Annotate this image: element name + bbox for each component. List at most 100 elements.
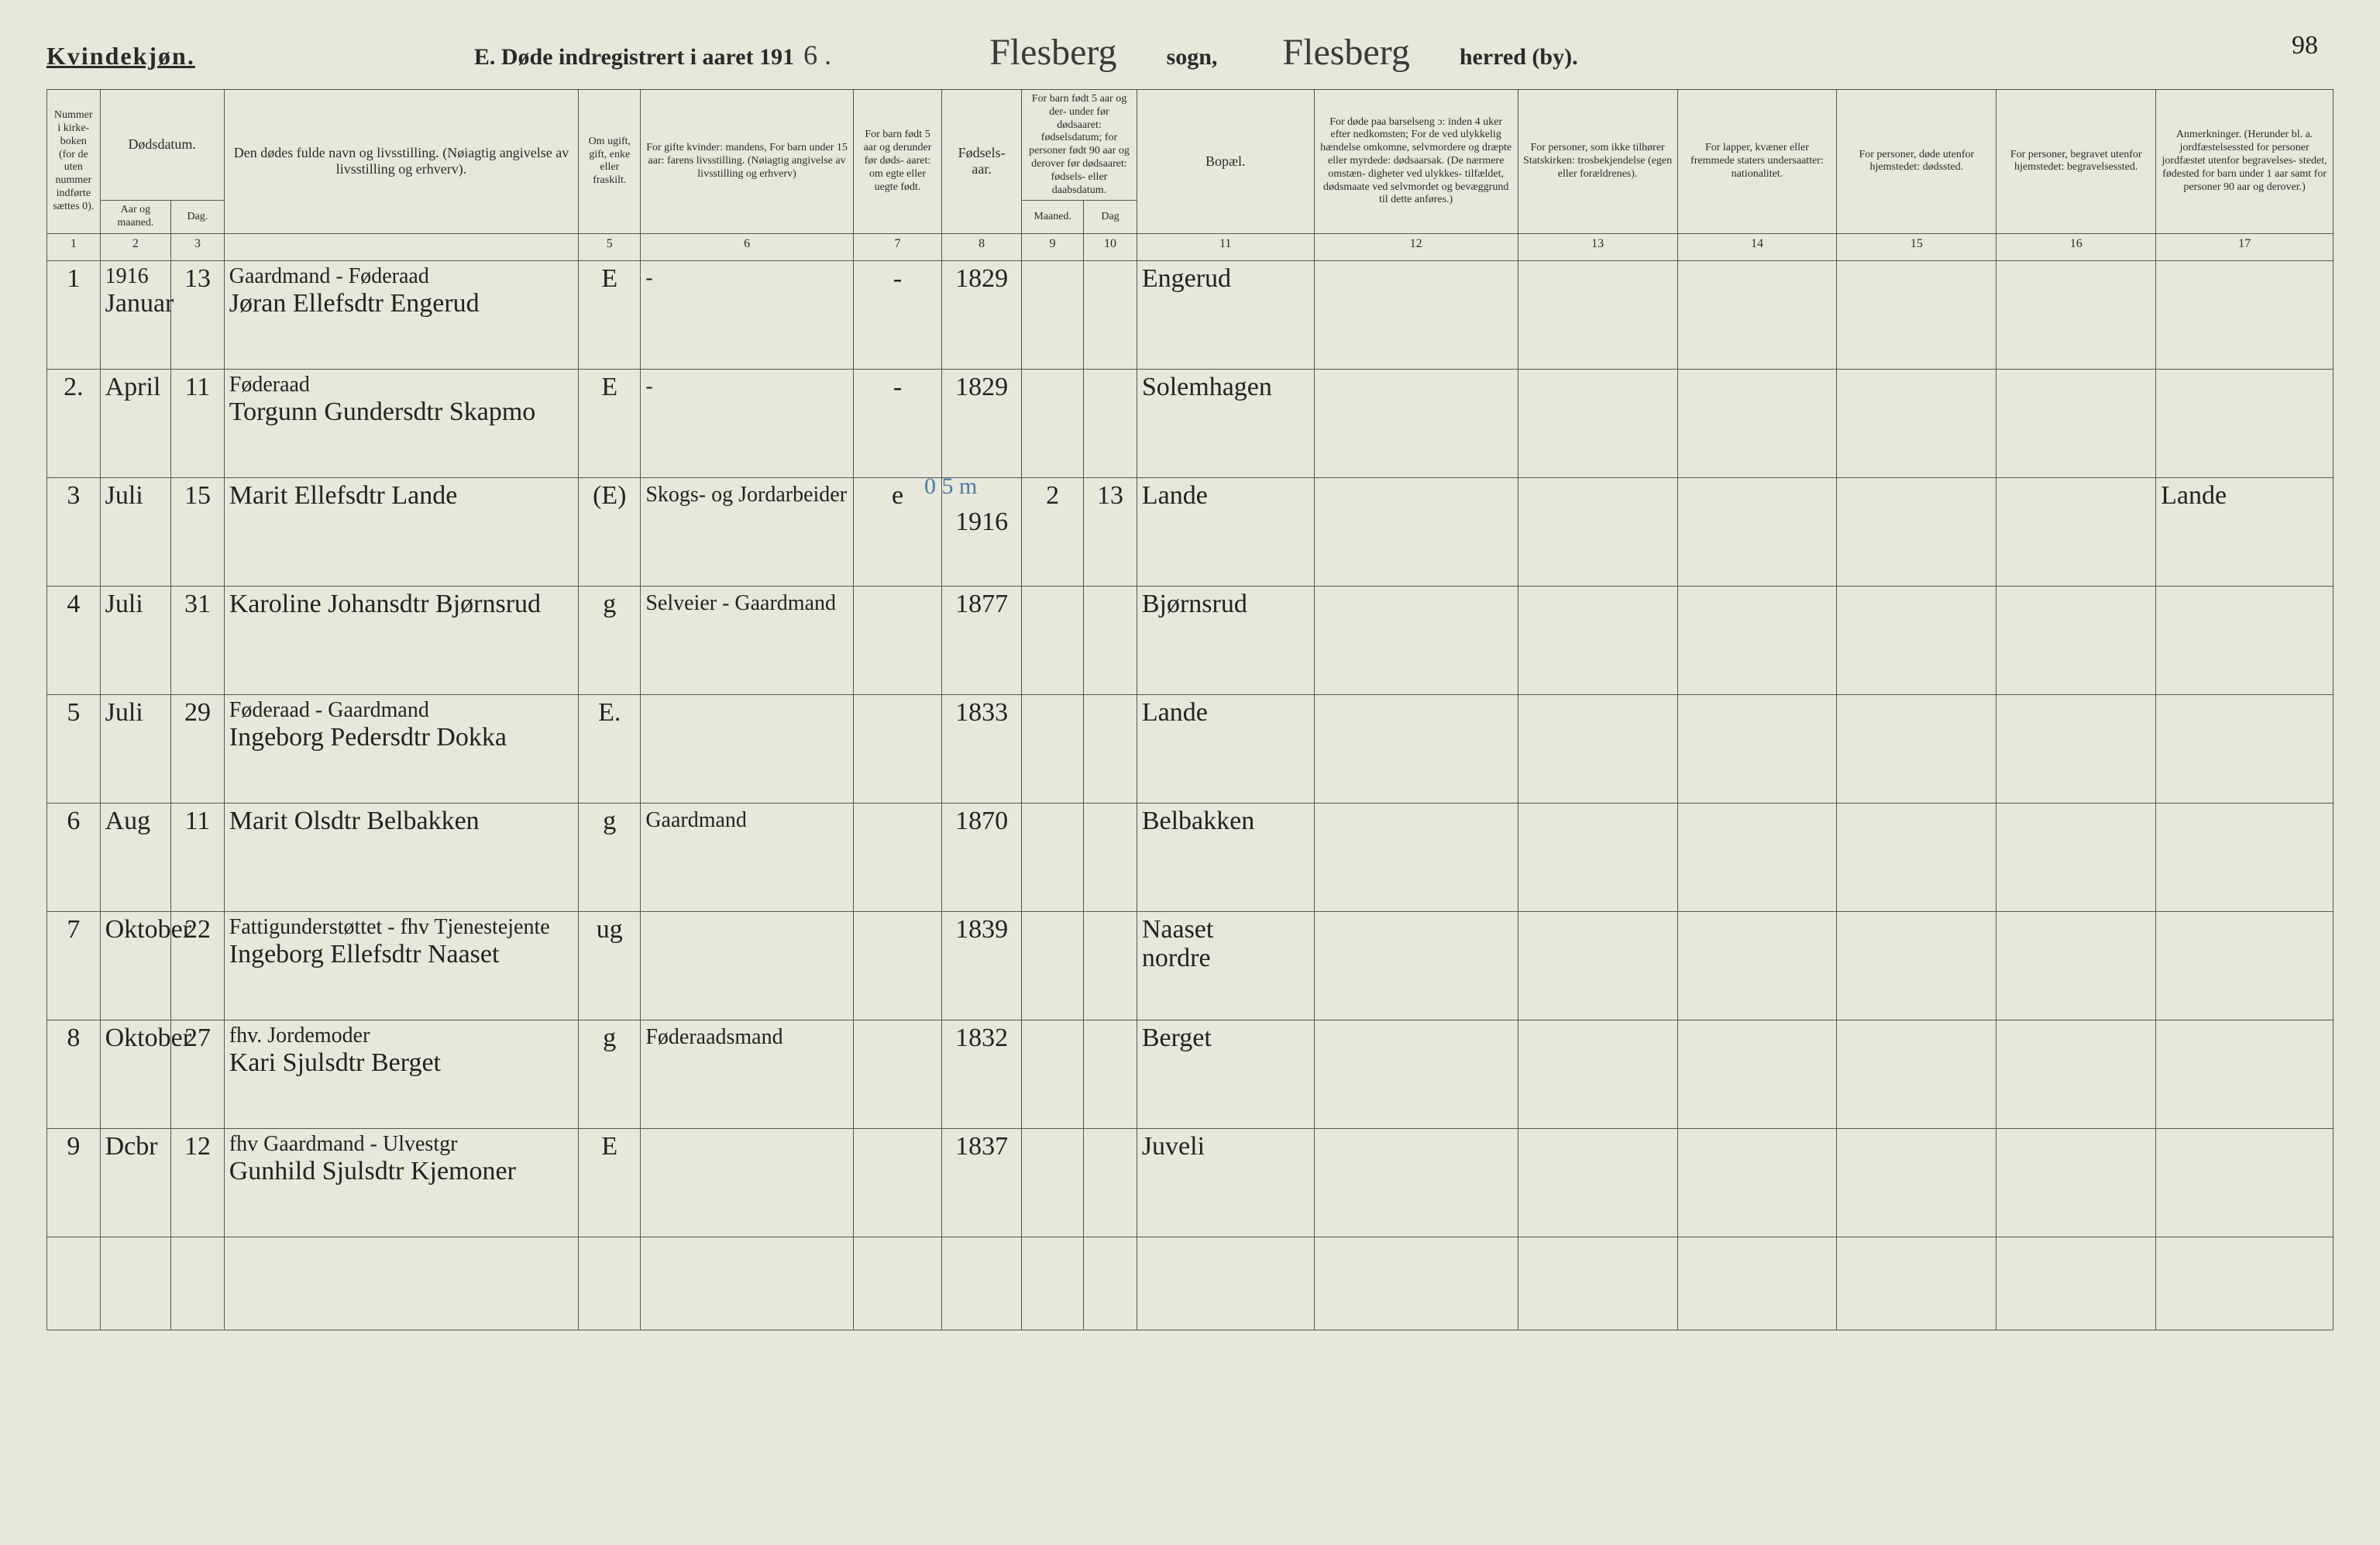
cell-spouse <box>641 1128 854 1237</box>
cell-13 <box>1518 477 1677 586</box>
cell-birth-day <box>1084 369 1137 477</box>
cell-empty <box>2156 1237 2334 1330</box>
col-header-9: Maaned. <box>1022 201 1084 234</box>
cell-legit <box>853 911 941 1020</box>
cell-day: 31 <box>171 586 225 694</box>
cell-15 <box>1837 911 1997 1020</box>
cell-13 <box>1518 1128 1677 1237</box>
cell-spouse <box>641 911 854 1020</box>
cell-birthyear: 1832 <box>942 1020 1022 1128</box>
parish-label: sogn, <box>1167 44 1218 71</box>
cell-day: 29 <box>171 694 225 803</box>
cell-empty <box>1022 1237 1084 1330</box>
cell-empty <box>579 1237 641 1330</box>
cell-num: 4 <box>47 586 101 694</box>
cell-status: E <box>579 260 641 369</box>
cell-13 <box>1518 694 1677 803</box>
table-header: Nummer i kirke- boken (for de uten numme… <box>47 90 2334 234</box>
cell-residence: Naasetnordre <box>1137 911 1314 1020</box>
cell-day: 13 <box>171 260 225 369</box>
cell-remark <box>2156 911 2334 1020</box>
cell-16 <box>1997 1020 2156 1128</box>
cell-empty <box>1837 1237 1997 1330</box>
cell-empty <box>1677 1237 1837 1330</box>
col-header-17: Anmerkninger. (Herunder bl. a. jordfæste… <box>2156 90 2334 234</box>
cell-empty <box>853 1237 941 1330</box>
cell-birth-day: 13 <box>1084 477 1137 586</box>
cell-16 <box>1997 586 2156 694</box>
cell-num: 8 <box>47 1020 101 1128</box>
cell-remark <box>2156 1020 2334 1128</box>
cell-birth-day <box>1084 803 1137 911</box>
cell-legit: - <box>853 369 941 477</box>
cell-12 <box>1314 369 1518 477</box>
table-row: 3Juli15Marit Ellefsdtr Lande(E)Skogs- og… <box>47 477 2334 586</box>
cell-legit <box>853 1128 941 1237</box>
cell-birthyear: 1870 <box>942 803 1022 911</box>
cell-spouse: Gaardmand <box>641 803 854 911</box>
cell-12 <box>1314 260 1518 369</box>
table-row: 6Aug11Marit Olsdtr BelbakkengGaardmand18… <box>47 803 2334 911</box>
col-header-2: Dødsdatum. <box>100 90 224 201</box>
colnum: 14 <box>1677 233 1837 260</box>
cell-remark <box>2156 260 2334 369</box>
cell-month: 1916Januar <box>100 260 171 369</box>
cell-birth-month <box>1022 586 1084 694</box>
colnum: 3 <box>171 233 225 260</box>
cell-spouse: - <box>641 260 854 369</box>
table-row: 5Juli29Føderaad - GaardmandIngeborg Pede… <box>47 694 2334 803</box>
cell-remark <box>2156 1128 2334 1237</box>
cell-empty <box>100 1237 171 1330</box>
cell-spouse: Selveier - Gaardmand <box>641 586 854 694</box>
district-label: herred (by). <box>1460 44 1578 71</box>
cell-14 <box>1677 477 1837 586</box>
cell-name: FøderaadTorgunn Gundersdtr Skapmo <box>224 369 579 477</box>
cell-birthyear: 1833 <box>942 694 1022 803</box>
cell-num: 2. <box>47 369 101 477</box>
cell-spouse: Skogs- og Jordarbeider <box>641 477 854 586</box>
cell-14 <box>1677 260 1837 369</box>
cell-status: g <box>579 586 641 694</box>
col-header-12: For døde paa barselseng ɔ: inden 4 uker … <box>1314 90 1518 234</box>
cell-spouse <box>641 694 854 803</box>
cell-15 <box>1837 694 1997 803</box>
cell-name: Karoline Johansdtr Bjørnsrud <box>224 586 579 694</box>
cell-birth-month <box>1022 694 1084 803</box>
cell-15 <box>1837 1020 1997 1128</box>
cell-birthyear: 1829 <box>942 260 1022 369</box>
cell-residence: Bjørnsrud <box>1137 586 1314 694</box>
cell-day: 11 <box>171 803 225 911</box>
cell-empty <box>47 1237 101 1330</box>
cell-birth-month <box>1022 369 1084 477</box>
col-header-7: For barn født 5 aar og derunder før døds… <box>853 90 941 234</box>
cell-12 <box>1314 911 1518 1020</box>
cell-14 <box>1677 586 1837 694</box>
cell-empty <box>1314 1237 1518 1330</box>
cell-status: g <box>579 803 641 911</box>
cell-16 <box>1997 694 2156 803</box>
cell-13 <box>1518 586 1677 694</box>
cell-residence: Lande <box>1137 694 1314 803</box>
cell-16 <box>1997 369 2156 477</box>
cell-birthyear: 1839 <box>942 911 1022 1020</box>
cell-13 <box>1518 911 1677 1020</box>
colnum: 5 <box>579 233 641 260</box>
col-header-6: For gifte kvinder: mandens, For barn und… <box>641 90 854 234</box>
cell-12 <box>1314 694 1518 803</box>
cell-12 <box>1314 586 1518 694</box>
cell-remark <box>2156 586 2334 694</box>
cell-birth-month <box>1022 1020 1084 1128</box>
cell-num: 9 <box>47 1128 101 1237</box>
cell-16 <box>1997 477 2156 586</box>
cell-birth-month <box>1022 260 1084 369</box>
cell-birth-day <box>1084 1128 1137 1237</box>
col-header-9-10: For barn født 5 aar og der- under før dø… <box>1022 90 1137 201</box>
ledger-table: Nummer i kirke- boken (for de uten numme… <box>46 89 2334 1330</box>
col-header-11: Bopæl. <box>1137 90 1314 234</box>
cell-status: ug <box>579 911 641 1020</box>
table-body: 11916Januar13Gaardmand - FøderaadJøran E… <box>47 260 2334 1330</box>
cell-empty <box>1997 1237 2156 1330</box>
cell-remark: Lande <box>2156 477 2334 586</box>
col-header-10: Dag <box>1084 201 1137 234</box>
cell-name: Gaardmand - FøderaadJøran Ellefsdtr Enge… <box>224 260 579 369</box>
